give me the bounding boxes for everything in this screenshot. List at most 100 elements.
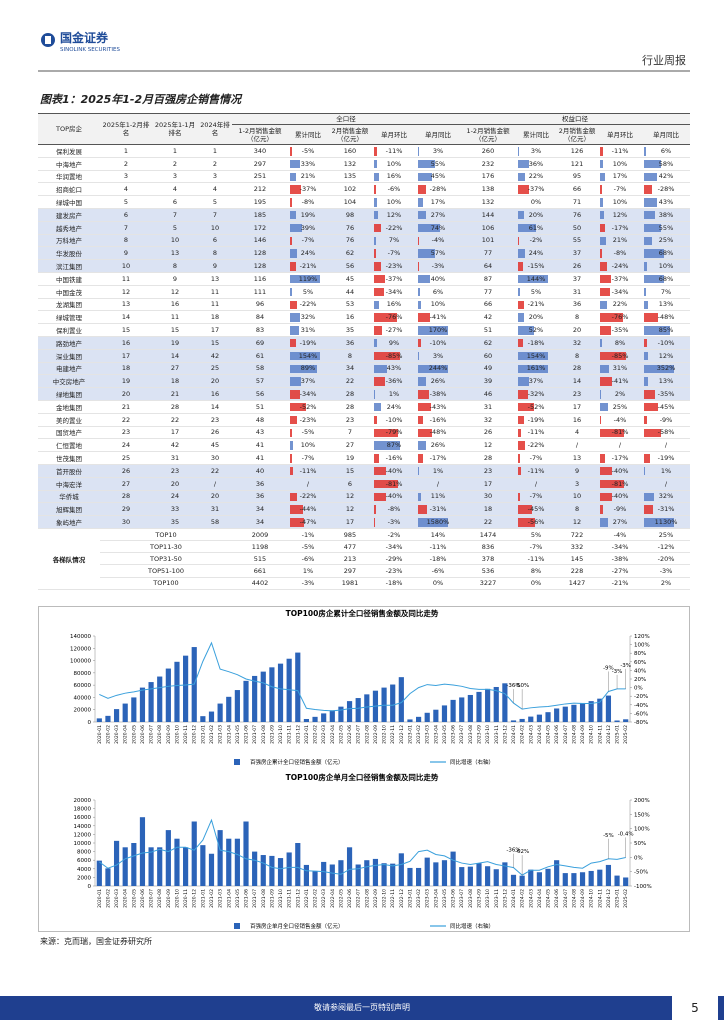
bar: [502, 862, 508, 886]
x-tick-label: 2022-11: [390, 889, 396, 908]
cell-text: 83: [255, 326, 265, 335]
bar: [200, 845, 206, 886]
x-tick-label: 2023-08: [468, 889, 474, 908]
data-bar: [374, 364, 387, 374]
table-cell: -15%: [516, 259, 557, 273]
data-bar: [644, 185, 653, 194]
cell-text: 2%: [660, 579, 672, 588]
table-cell: 121: [556, 157, 599, 171]
cell-text: 21%: [612, 236, 628, 245]
cell-text: 7%: [660, 287, 672, 296]
cell-text: 52%: [528, 326, 544, 335]
table-row: 建发房产 6 7 7 185 19% 98 12% 27% 144 20% 76 12% 38%: [38, 208, 691, 222]
cell-text: -22%: [527, 441, 545, 450]
table-cell: -8%: [598, 246, 643, 261]
cell-text: 61%: [528, 223, 544, 232]
cell-text: -34%: [611, 287, 629, 296]
column-header: TOP房企: [38, 113, 100, 145]
cell-text: 45: [210, 441, 220, 450]
x-tick-label: 2023-11: [494, 725, 500, 744]
data-bar: [600, 402, 608, 412]
cell-text: 251: [253, 172, 267, 181]
table-cell: 3227: [460, 577, 517, 590]
table-cell: 26: [100, 464, 152, 478]
x-tick-label: 2024-10: [589, 889, 595, 908]
table-cell: 27%: [598, 515, 643, 529]
cell-text: 68%: [658, 249, 674, 258]
data-bar: [644, 198, 657, 207]
cell-text: 23: [170, 466, 180, 475]
cell-text: 9: [172, 274, 178, 283]
bar: [243, 821, 249, 886]
table-cell: -40%: [598, 490, 643, 504]
cell-text: 76: [572, 210, 582, 219]
table-cell: 170%: [416, 323, 461, 337]
bar: [122, 703, 128, 722]
x-tick-label: 2022-01: [304, 725, 310, 744]
page-header: 国金证券 SINOLINK SECURITIES 行业周报 图表1：2025年1…: [38, 30, 690, 106]
cell-text: 28: [483, 454, 493, 463]
y-tick-label: 80000: [74, 671, 92, 677]
table-cell: 12%: [642, 349, 691, 363]
x-tick-label: 2024-11: [597, 725, 603, 744]
x-tick-label: 2023-09: [476, 889, 482, 908]
cell-text: 722: [570, 530, 584, 539]
y-tick-label: 2000: [77, 875, 91, 881]
cell-text: 49: [483, 364, 493, 373]
data-bar: [518, 147, 519, 156]
table-cell: 26%: [416, 374, 461, 389]
y-tick-label: 6000: [77, 858, 91, 864]
bar: [579, 702, 586, 722]
data-bar: [600, 223, 606, 233]
table-cell: 56: [232, 387, 288, 401]
cell-text: 金地集团: [56, 403, 82, 412]
bar: [346, 701, 353, 722]
table-row: 中交房地产 19 18 20 57 37% 22 -36% 26% 39 37% 14 -41% 13%: [38, 374, 691, 389]
cell-text: 25: [210, 364, 220, 373]
bar: [139, 687, 146, 722]
cell-text: 26%: [430, 377, 446, 386]
cell-text: 9: [123, 249, 129, 258]
cell-text: 3227: [479, 579, 497, 588]
data-bar: [644, 492, 654, 502]
data-bar: [418, 505, 428, 514]
table-cell: 5: [152, 221, 198, 235]
figure-title: 图表1：2025年1-2月百强房企销售情况: [40, 93, 243, 106]
table-cell: 4: [198, 182, 232, 197]
cell-text: 13: [121, 300, 131, 309]
data-bar: [374, 479, 399, 489]
table-cell: -17%: [598, 221, 643, 235]
cell-text: 25%: [658, 236, 674, 245]
cell-text: -24%: [611, 262, 629, 271]
table-cell: 212: [232, 182, 288, 197]
cell-text: 21: [121, 402, 131, 411]
cell-text: 13%: [658, 377, 674, 386]
data-bar: [290, 326, 300, 335]
x-tick-label: 2022-09: [373, 889, 379, 908]
table-cell: 33%: [288, 157, 328, 171]
data-bar: [518, 505, 532, 514]
data-bar: [418, 415, 423, 425]
table-row: 绿城中国 5 6 5 195 -8% 104 10% 17% 132 0% 71 10% 43%: [38, 195, 691, 209]
table-cell: 27%: [416, 208, 461, 222]
x-tick-label: 2020-11: [183, 889, 189, 908]
table-cell: 20%: [516, 310, 557, 325]
data-bar: [418, 223, 441, 233]
bar: [338, 706, 344, 722]
data-bar: [290, 287, 292, 297]
x-tick-label: 2025-02: [623, 889, 629, 908]
table-cell: -29%: [372, 552, 416, 566]
cell-text: 106: [481, 223, 495, 232]
data-bar: [374, 287, 385, 297]
y2-tick-label: 0%: [634, 855, 643, 861]
bar: [605, 864, 612, 886]
group-header: 全口径: [232, 113, 461, 125]
x-tick-label: 2020-07: [149, 889, 155, 908]
data-bar: [644, 300, 648, 310]
cell-text: -7%: [613, 185, 627, 194]
cell-text: -18%: [527, 338, 545, 347]
cell-text: 23: [345, 415, 355, 424]
data-bar: [600, 313, 623, 322]
cell-text: 176: [481, 172, 495, 181]
cell-text: 18: [210, 313, 220, 322]
